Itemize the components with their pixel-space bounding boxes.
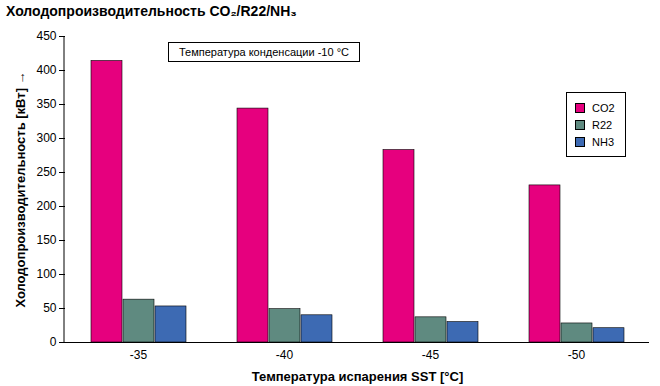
svg-text:450: 450 xyxy=(36,29,56,43)
svg-text:50: 50 xyxy=(43,301,57,315)
html-text:CO2: CO2 xyxy=(592,101,615,114)
svg-text:Температура испарения SST [°C]: Температура испарения SST [°C] xyxy=(252,369,463,384)
svg-text:-50: -50 xyxy=(568,348,586,362)
svg-text:-40: -40 xyxy=(276,348,294,362)
svg-text:Холодопроизводительность [кВт]: Холодопроизводительность [кВт] → xyxy=(13,71,28,307)
svg-text:300: 300 xyxy=(36,131,56,145)
svg-text:150: 150 xyxy=(36,233,56,247)
svg-text:100: 100 xyxy=(36,267,56,281)
svg-text:250: 250 xyxy=(36,165,56,179)
html-text:NH3: NH3 xyxy=(592,135,614,148)
svg-text:-45: -45 xyxy=(422,348,440,362)
svg-text:350: 350 xyxy=(36,97,56,111)
svg-text:0: 0 xyxy=(50,335,57,349)
html-text:Температура конденсации -10 °C: Температура конденсации -10 °C xyxy=(179,46,349,58)
html-text:Холодопроизводительность CO₂/R: Холодопроизводительность CO₂/R22/NH₃ xyxy=(6,3,297,19)
svg-text:-35: -35 xyxy=(130,348,148,362)
svg-text:400: 400 xyxy=(36,63,56,77)
html-text:R22: R22 xyxy=(592,118,613,131)
svg-text:200: 200 xyxy=(36,199,56,213)
